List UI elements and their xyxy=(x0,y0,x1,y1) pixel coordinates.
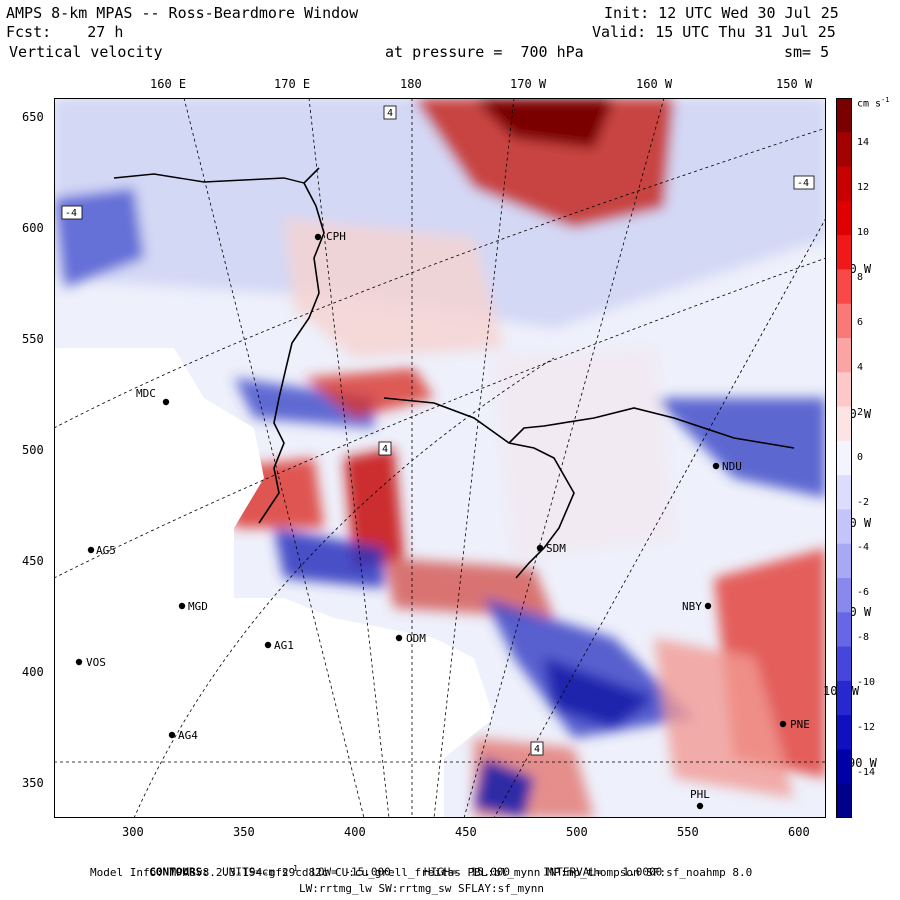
lon-label-top: 150 W xyxy=(776,77,813,91)
colorbar-tick-label: 2 xyxy=(857,407,864,418)
colorbar-swatch xyxy=(836,646,852,682)
colorbar-tick-label: 8 xyxy=(857,272,864,283)
footer-contours: CONTOURS: UNITS=cm s-1 LOW= -15.000 HIGH… xyxy=(149,864,663,879)
colorbar-tick-label: 12 xyxy=(857,182,870,193)
svg-text:PHL: PHL xyxy=(690,788,710,801)
forecast-hour: Fcst: 27 h xyxy=(6,23,124,41)
lon-label-top: 170 E xyxy=(274,77,311,91)
colorbar-tick-label: -2 xyxy=(857,497,870,508)
x-tick-label: 600 xyxy=(788,825,810,839)
y-tick-label: 650 xyxy=(22,110,44,124)
colorbar-swatch xyxy=(836,475,852,510)
colorbar-tick-label: 6 xyxy=(857,317,864,328)
svg-text:NDU: NDU xyxy=(722,460,742,473)
svg-text:NBY: NBY xyxy=(682,600,702,613)
svg-text:VOS: VOS xyxy=(86,656,106,669)
svg-text:SDM: SDM xyxy=(546,542,566,555)
colorbar-swatch xyxy=(836,132,852,168)
colorbar-tick-label: 0 xyxy=(857,452,864,463)
colorbar-swatch xyxy=(836,749,852,785)
svg-text:4: 4 xyxy=(534,744,540,755)
y-tick-label: 350 xyxy=(22,776,44,790)
svg-text:AG5: AG5 xyxy=(96,544,116,557)
svg-text:MDC: MDC xyxy=(136,387,156,400)
y-tick-label: 450 xyxy=(22,554,44,568)
y-tick-label: 500 xyxy=(22,443,44,457)
colorbar-tick-label: -12 xyxy=(857,722,876,733)
colorbar-swatch xyxy=(836,612,852,648)
colorbar-swatch xyxy=(836,578,852,613)
colorbar-ticks: 14 12 10 8 6 4 2 0 -2 -4 -6 -8 -10 -12 -14 xyxy=(857,98,897,818)
footer-model-info: Model Info: MPASv8.2.3-194-gf29cd82c CU:… xyxy=(90,866,753,879)
x-tick-label: 500 xyxy=(566,825,588,839)
colorbar-swatch xyxy=(836,166,852,202)
colorbar-tick-label: -8 xyxy=(857,632,870,643)
colorbar-swatch xyxy=(836,372,852,408)
colorbar-swatch xyxy=(836,680,852,716)
colorbar-tick-label: -6 xyxy=(857,587,870,598)
init-time: Init: 12 UTC Wed 30 Jul 25 xyxy=(604,4,839,22)
x-tick-label: 350 xyxy=(233,825,255,839)
colorbar-swatch xyxy=(836,303,852,339)
field-name: Vertical velocity xyxy=(0,43,163,61)
svg-text:4: 4 xyxy=(387,108,393,119)
colorbar-swatch xyxy=(836,783,852,818)
svg-text:AG1: AG1 xyxy=(274,639,294,652)
svg-text:-4: -4 xyxy=(797,178,809,189)
y-tick-label: 600 xyxy=(22,221,44,235)
colorbar-tick-label: 10 xyxy=(857,227,870,238)
smoothing-value: sm= 5 xyxy=(784,43,830,61)
x-tick-label: 300 xyxy=(122,825,144,839)
pressure-level: at pressure = 700 hPa xyxy=(385,43,584,61)
colorbar-swatch xyxy=(836,543,852,579)
colorbar-tick-label: -10 xyxy=(857,677,876,688)
y-tick-label: 550 xyxy=(22,332,44,346)
colorbar-tick-label: -14 xyxy=(857,767,876,778)
colorbar-swatch xyxy=(836,509,852,545)
svg-text:AG4: AG4 xyxy=(178,729,198,742)
colorbar-swatch xyxy=(836,200,852,236)
svg-text:4: 4 xyxy=(382,444,388,455)
lon-label-top: 160 E xyxy=(150,77,187,91)
colorbar-tick-label: 14 xyxy=(857,137,870,148)
colorbar-unit: cm s-1 xyxy=(857,96,890,110)
valid-time: Valid: 15 UTC Thu 31 Jul 25 xyxy=(592,23,836,41)
svg-text:-4: -4 xyxy=(65,208,77,219)
colorbar-tick-label: 4 xyxy=(857,362,864,373)
colorbar-swatch xyxy=(836,406,852,442)
plot-title: AMPS 8-km MPAS -- Ross-Beardmore Window xyxy=(6,4,359,22)
map-panel: CPH MDC AG5 MGD AG1 VOS AG4 SDM ODM NDU … xyxy=(54,98,826,818)
colorbar-swatch xyxy=(836,715,852,750)
colorbar-tick-label: -4 xyxy=(857,542,870,553)
footer-model-info-2: LW:rrtmg_lw SW:rrtmg_sw SFLAY:sf_mynn xyxy=(299,882,545,895)
x-tick-label: 450 xyxy=(455,825,477,839)
colorbar-swatch xyxy=(836,269,852,305)
svg-text:MGD: MGD xyxy=(188,600,208,613)
lon-label-top: 170 W xyxy=(510,77,547,91)
lon-label-top: 160 W xyxy=(636,77,673,91)
svg-text:CPH: CPH xyxy=(326,230,346,243)
lon-label-top: 180 xyxy=(400,77,422,91)
colorbar-swatch xyxy=(836,235,852,270)
svg-text:ODM: ODM xyxy=(406,632,426,645)
x-tick-label: 550 xyxy=(677,825,699,839)
colorbar-swatch xyxy=(836,338,852,373)
colorbar-swatch xyxy=(836,440,852,476)
colorbar-swatch xyxy=(836,98,852,133)
y-tick-label: 400 xyxy=(22,665,44,679)
svg-text:PNE: PNE xyxy=(790,718,810,731)
x-tick-label: 400 xyxy=(344,825,366,839)
colorbar xyxy=(836,98,852,818)
